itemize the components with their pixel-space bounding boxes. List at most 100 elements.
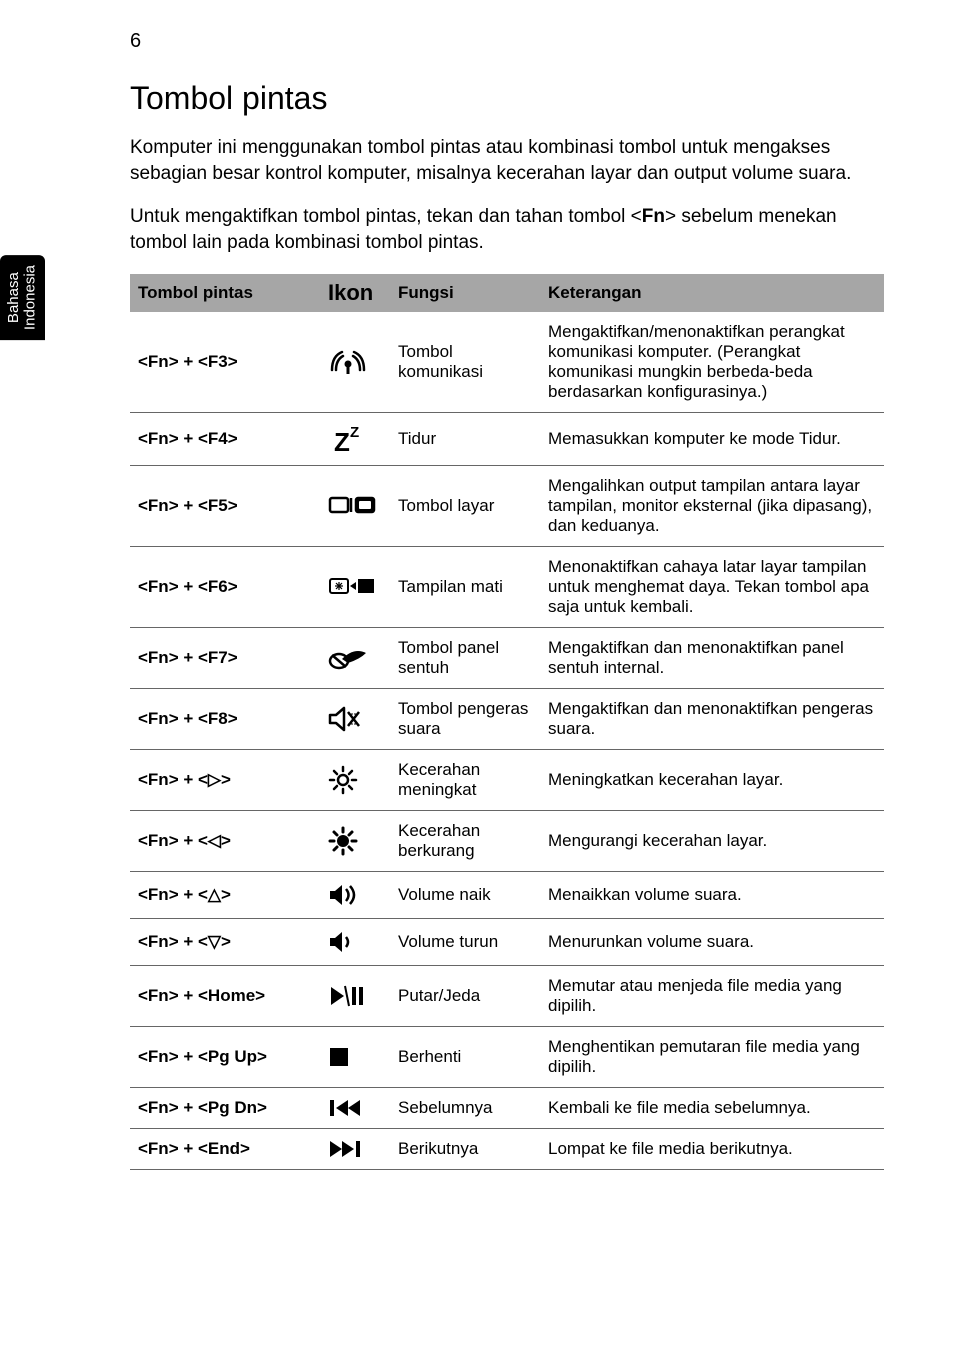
icon-cell: [320, 627, 390, 688]
side-tab-line2: Indonesia: [22, 265, 39, 330]
intro-paragraph-2: Untuk mengaktifkan tombol pintas, tekan …: [130, 204, 884, 255]
brightness-down-icon: [328, 826, 358, 856]
next-track-icon: [328, 1139, 362, 1159]
page-content: Tombol pintas Komputer ini menggunakan t…: [0, 0, 954, 1230]
table-row: <Fn> + <F3> Tombol komunikasi Mengaktifk…: [130, 312, 884, 413]
table-row: <Fn> + <End> Berikutnya Lompat ke file m…: [130, 1128, 884, 1169]
volume-up-icon: [328, 882, 362, 908]
table-row: <Fn> + <F4> Z Z Tidur Memasukkan kompute…: [130, 412, 884, 465]
desc-cell: Menurunkan volume suara.: [540, 918, 884, 965]
hotkey-table: Tombol pintas Ikon Fungsi Keterangan <Fn…: [130, 274, 884, 1170]
desc-cell: Meningkatkan kecerahan layar.: [540, 749, 884, 810]
table-row: <Fn> + <◁> Kecerahan berkurang Mengurang…: [130, 810, 884, 871]
func-cell: Volume naik: [390, 871, 540, 918]
desc-cell: Lompat ke file media berikutnya.: [540, 1128, 884, 1169]
desc-cell: Mengalihkan output tampilan antara layar…: [540, 465, 884, 546]
table-row: <Fn> + <Home> Putar/Jeda Memutar atau me…: [130, 965, 884, 1026]
brightness-up-icon: [328, 765, 358, 795]
hotkey-cell: <Fn> + <Home>: [130, 965, 320, 1026]
hotkey-cell: <Fn> + <End>: [130, 1128, 320, 1169]
display-toggle-icon: [328, 494, 376, 518]
table-row: <Fn> + <F7> Tombol panel sentuh Mengakti…: [130, 627, 884, 688]
func-cell: Berhenti: [390, 1026, 540, 1087]
page-number: 6: [130, 30, 141, 53]
func-cell: Tombol pengeras suara: [390, 688, 540, 749]
desc-cell: Menaikkan volume suara.: [540, 871, 884, 918]
icon-cell: [320, 546, 390, 627]
icon-cell: [320, 312, 390, 413]
icon-cell: [320, 688, 390, 749]
speaker-mute-icon: [328, 705, 362, 733]
icon-cell: [320, 1128, 390, 1169]
stop-icon: [328, 1046, 350, 1068]
func-cell: Kecerahan berkurang: [390, 810, 540, 871]
icon-cell: [320, 1087, 390, 1128]
hotkey-cell: <Fn> + <F4>: [130, 412, 320, 465]
desc-cell: Mengaktifkan dan menonaktifkan pengeras …: [540, 688, 884, 749]
hotkey-cell: <Fn> + <Pg Up>: [130, 1026, 320, 1087]
table-row: <Fn> + <F6> Tampilan mati Menonaktifkan …: [130, 546, 884, 627]
hotkey-cell: <Fn> + <F7>: [130, 627, 320, 688]
icon-cell: [320, 1026, 390, 1087]
func-cell: Sebelumnya: [390, 1087, 540, 1128]
func-cell: Putar/Jeda: [390, 965, 540, 1026]
icon-cell: [320, 918, 390, 965]
func-cell: Volume turun: [390, 918, 540, 965]
intro-block: Komputer ini menggunakan tombol pintas a…: [130, 135, 884, 256]
hotkey-cell: <Fn> + <F3>: [130, 312, 320, 413]
svg-text:Z: Z: [350, 424, 359, 441]
table-header-row: Tombol pintas Ikon Fungsi Keterangan: [130, 274, 884, 312]
icon-cell: [320, 871, 390, 918]
hotkey-cell: <Fn> + <Pg Dn>: [130, 1087, 320, 1128]
side-tab-line1: Bahasa: [5, 272, 22, 323]
desc-cell: Kembali ke file media sebelumnya.: [540, 1087, 884, 1128]
header-hotkey: Tombol pintas: [130, 274, 320, 312]
icon-cell: Z Z: [320, 412, 390, 465]
func-cell: Kecerahan meningkat: [390, 749, 540, 810]
icon-cell: [320, 965, 390, 1026]
func-cell: Tidur: [390, 412, 540, 465]
table-row: <Fn> + <Pg Up> Berhenti Menghentikan pem…: [130, 1026, 884, 1087]
table-row: <Fn> + <△> Volume naik Menaikkan volume …: [130, 871, 884, 918]
icon-cell: [320, 749, 390, 810]
desc-cell: Memutar atau menjeda file media yang dip…: [540, 965, 884, 1026]
func-cell: Tombol panel sentuh: [390, 627, 540, 688]
display-off-icon: [328, 576, 376, 598]
func-cell: Tombol layar: [390, 465, 540, 546]
page-title: Tombol pintas: [130, 80, 884, 117]
desc-cell: Memasukkan komputer ke mode Tidur.: [540, 412, 884, 465]
hotkey-cell: <Fn> + <▽>: [130, 918, 320, 965]
table-row: <Fn> + <▽> Volume turun Menurunkan volum…: [130, 918, 884, 965]
previous-track-icon: [328, 1098, 362, 1118]
volume-down-icon: [328, 929, 358, 955]
desc-cell: Mengaktifkan dan menonaktifkan panel sen…: [540, 627, 884, 688]
hotkey-cell: <Fn> + <◁>: [130, 810, 320, 871]
hotkey-cell: <Fn> + <F8>: [130, 688, 320, 749]
play-pause-icon: [328, 984, 364, 1008]
table-row: <Fn> + <Pg Dn> Sebelumnya Kembali ke fil…: [130, 1087, 884, 1128]
desc-cell: Menonaktifkan cahaya latar layar tampila…: [540, 546, 884, 627]
table-row: <Fn> + <▷> Kecerahan meningkat Meningkat…: [130, 749, 884, 810]
desc-cell: Mengurangi kecerahan layar.: [540, 810, 884, 871]
table-row: <Fn> + <F8> Tombol pengeras suara Mengak…: [130, 688, 884, 749]
table-row: <Fn> + <F5> Tombol layar Mengalihkan out…: [130, 465, 884, 546]
sleep-icon: Z Z: [328, 423, 368, 455]
hotkey-cell: <Fn> + <▷>: [130, 749, 320, 810]
touchpad-icon: [328, 645, 370, 671]
wireless-icon: [328, 348, 368, 376]
desc-cell: Mengaktifkan/menonaktifkan perangkat kom…: [540, 312, 884, 413]
svg-text:Z: Z: [334, 427, 350, 455]
header-desc: Keterangan: [540, 274, 884, 312]
desc-cell: Menghentikan pemutaran file media yang d…: [540, 1026, 884, 1087]
intro-p2-bold: Fn: [642, 206, 665, 227]
icon-cell: [320, 810, 390, 871]
func-cell: Tampilan mati: [390, 546, 540, 627]
func-cell: Tombol komunikasi: [390, 312, 540, 413]
header-func: Fungsi: [390, 274, 540, 312]
intro-p2-pre: Untuk mengaktifkan tombol pintas, tekan …: [130, 206, 642, 227]
icon-cell: [320, 465, 390, 546]
header-icon: Ikon: [320, 274, 390, 312]
hotkey-cell: <Fn> + <F5>: [130, 465, 320, 546]
intro-paragraph-1: Komputer ini menggunakan tombol pintas a…: [130, 135, 884, 186]
language-tab: Bahasa Indonesia: [0, 255, 45, 340]
